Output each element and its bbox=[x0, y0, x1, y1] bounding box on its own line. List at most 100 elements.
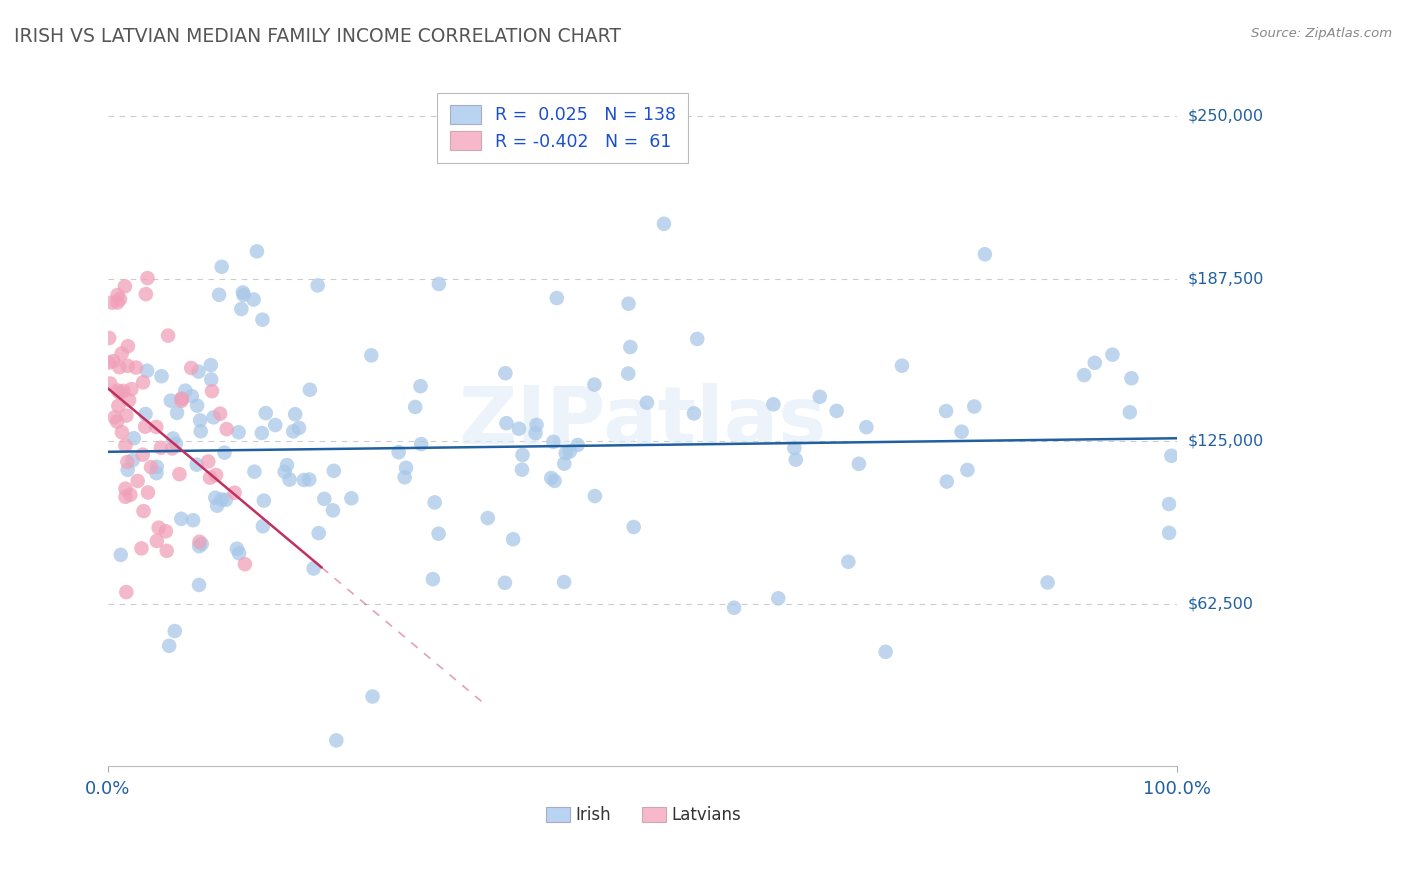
Point bbox=[283, 425, 305, 439]
Point bbox=[956, 463, 979, 477]
Point bbox=[254, 406, 277, 420]
Point bbox=[233, 557, 256, 571]
Point bbox=[208, 287, 231, 301]
Point bbox=[302, 561, 325, 575]
Point bbox=[104, 410, 127, 425]
Point bbox=[155, 524, 177, 539]
Point bbox=[200, 358, 222, 372]
Point bbox=[1121, 371, 1143, 385]
Point bbox=[136, 364, 159, 378]
Point bbox=[1159, 525, 1181, 540]
Point bbox=[145, 466, 167, 480]
Point bbox=[264, 418, 287, 433]
Point bbox=[567, 438, 589, 452]
Point bbox=[121, 382, 143, 396]
Point bbox=[762, 397, 785, 411]
Point bbox=[246, 244, 269, 259]
Point bbox=[322, 503, 344, 517]
Point bbox=[427, 526, 450, 541]
Point bbox=[134, 419, 156, 434]
Text: $187,500: $187,500 bbox=[1188, 271, 1264, 286]
Point bbox=[307, 278, 329, 293]
Point bbox=[111, 425, 134, 440]
Point bbox=[543, 434, 565, 449]
Point bbox=[188, 413, 211, 427]
Point bbox=[134, 407, 156, 421]
Point bbox=[122, 431, 145, 445]
Point bbox=[186, 399, 208, 413]
Point bbox=[228, 425, 250, 440]
Point bbox=[112, 384, 135, 398]
Point bbox=[288, 421, 311, 435]
Point bbox=[512, 448, 534, 462]
Text: ZIPatlas: ZIPatlas bbox=[458, 383, 827, 461]
Text: $125,000: $125,000 bbox=[1188, 434, 1264, 449]
Point bbox=[935, 475, 957, 489]
Point bbox=[361, 690, 384, 704]
Point bbox=[494, 575, 516, 590]
Point bbox=[127, 474, 149, 488]
Point bbox=[322, 464, 344, 478]
Point bbox=[785, 452, 807, 467]
Point bbox=[108, 292, 131, 306]
Point bbox=[855, 420, 877, 434]
Point bbox=[211, 492, 233, 507]
Point bbox=[103, 354, 125, 368]
Point bbox=[139, 460, 162, 475]
Point bbox=[683, 406, 706, 420]
Point bbox=[107, 295, 129, 310]
Point bbox=[783, 441, 806, 455]
Point bbox=[215, 422, 238, 436]
Point bbox=[165, 436, 187, 450]
Point bbox=[166, 406, 188, 420]
Point bbox=[395, 460, 418, 475]
Point bbox=[891, 359, 914, 373]
Point bbox=[423, 495, 446, 509]
Point bbox=[427, 277, 450, 291]
Legend: R =  0.025   N = 138, R = -0.402   N =  61: R = 0.025 N = 138, R = -0.402 N = 61 bbox=[437, 93, 688, 163]
Point bbox=[292, 473, 315, 487]
Point bbox=[340, 491, 363, 506]
Point bbox=[205, 499, 228, 513]
Point bbox=[157, 639, 180, 653]
Point bbox=[117, 463, 139, 477]
Point bbox=[298, 383, 321, 397]
Point bbox=[298, 473, 321, 487]
Point bbox=[108, 360, 131, 375]
Point bbox=[211, 260, 233, 274]
Point bbox=[554, 446, 576, 460]
Point bbox=[494, 366, 516, 380]
Point bbox=[162, 442, 184, 456]
Point bbox=[108, 385, 131, 400]
Point bbox=[181, 513, 204, 527]
Point bbox=[617, 296, 640, 310]
Point bbox=[198, 470, 221, 484]
Point bbox=[325, 733, 347, 747]
Point bbox=[583, 377, 606, 392]
Point bbox=[950, 425, 973, 439]
Point bbox=[121, 453, 143, 467]
Point bbox=[411, 437, 433, 451]
Point bbox=[404, 400, 426, 414]
Point bbox=[157, 328, 180, 343]
Point bbox=[215, 492, 238, 507]
Point bbox=[170, 392, 193, 406]
Point bbox=[174, 384, 197, 398]
Point bbox=[146, 534, 169, 549]
Point bbox=[314, 491, 336, 506]
Point bbox=[132, 376, 155, 390]
Point bbox=[232, 285, 254, 300]
Text: Latvians: Latvians bbox=[671, 805, 741, 823]
Point bbox=[825, 404, 848, 418]
Point bbox=[135, 287, 157, 301]
Text: $62,500: $62,500 bbox=[1188, 597, 1254, 611]
Point bbox=[502, 533, 524, 547]
Point bbox=[837, 555, 859, 569]
Point bbox=[553, 575, 575, 590]
Point bbox=[253, 493, 276, 508]
Point bbox=[553, 457, 575, 471]
Point bbox=[231, 301, 253, 316]
Point bbox=[242, 293, 264, 307]
Point bbox=[243, 465, 266, 479]
Point bbox=[526, 417, 548, 432]
